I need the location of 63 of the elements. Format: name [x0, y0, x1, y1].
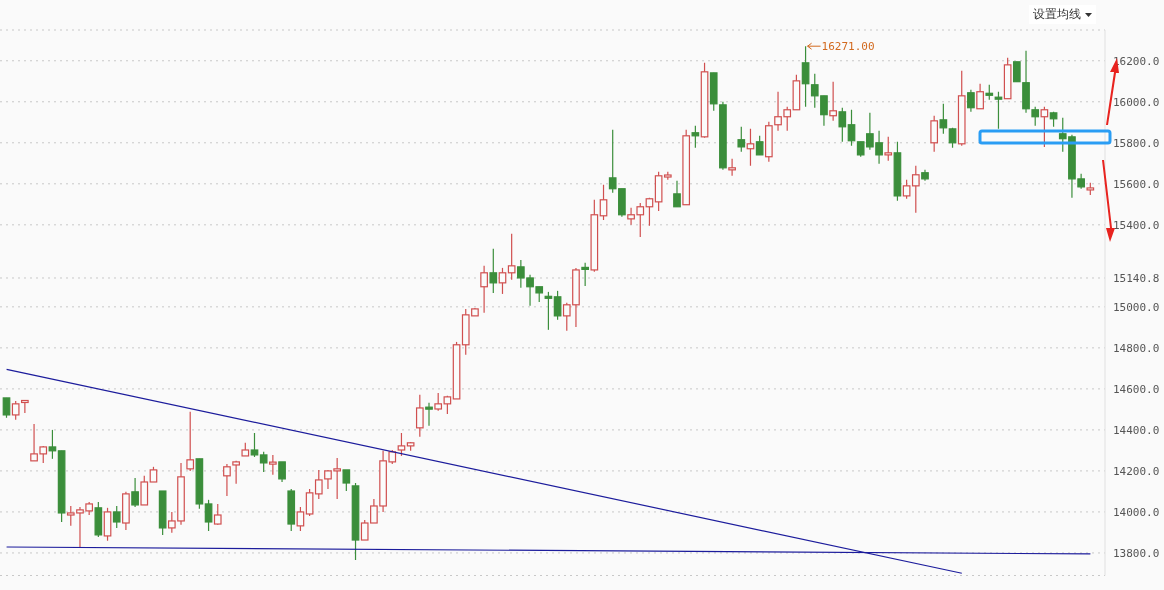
candlestick	[599, 184, 608, 221]
candlestick	[498, 267, 507, 295]
candlestick	[939, 103, 948, 135]
candlestick	[489, 248, 498, 294]
y-tick-label: 15400.0	[1113, 218, 1160, 232]
y-tick-label: 14400.0	[1113, 423, 1160, 437]
candlestick	[645, 197, 654, 227]
candlestick	[204, 499, 213, 532]
candlestick	[140, 475, 149, 506]
candlestick	[11, 400, 20, 421]
candlestick	[213, 503, 222, 526]
candlestick	[278, 461, 286, 483]
annotation: 16271.00	[821, 40, 875, 54]
candlestick	[930, 115, 939, 153]
candlestick	[967, 89, 975, 113]
candlestick	[838, 107, 847, 143]
candlestick	[397, 432, 406, 457]
candlestick	[801, 45, 810, 108]
candlestick	[21, 399, 29, 414]
candlestick	[691, 125, 700, 149]
candlestick	[737, 126, 746, 153]
candlestick	[755, 135, 764, 156]
candlestick	[507, 233, 516, 281]
candlestick	[48, 429, 57, 460]
candlestick	[829, 81, 837, 122]
candlestick	[976, 83, 984, 110]
candlestick	[1012, 61, 1021, 83]
candlestick	[884, 136, 893, 162]
candlestick	[415, 394, 424, 438]
candlestick	[342, 469, 351, 492]
candlestick	[259, 451, 268, 473]
candlestick	[223, 463, 231, 497]
candlestick	[131, 477, 139, 508]
y-tick-label: 14800.0	[1113, 341, 1160, 355]
y-tick-label: 14200.0	[1113, 464, 1160, 478]
candlestick	[250, 432, 259, 458]
candlestick	[847, 109, 856, 147]
y-tick-label: 15800.0	[1113, 136, 1160, 150]
y-tick-label: 13800.0	[1113, 546, 1160, 560]
candlestick	[673, 180, 681, 208]
y-tick-label: 14000.0	[1113, 505, 1160, 519]
candlestick	[1031, 106, 1040, 127]
candlestick	[269, 454, 277, 476]
text: 设置均线	[1033, 6, 1081, 23]
candlestick	[296, 506, 305, 532]
candlestick	[112, 505, 121, 529]
candlestick	[728, 158, 736, 177]
candlestick	[1040, 106, 1049, 148]
y-tick-label: 15140.8	[1113, 271, 1160, 285]
candlestick	[994, 91, 1003, 130]
candlestick	[103, 507, 112, 542]
y-tick-label: 14600.0	[1113, 382, 1160, 396]
y-tick-label: 15000.0	[1113, 300, 1160, 314]
candlestick	[2, 397, 11, 419]
candlestick	[581, 262, 589, 287]
y-tick-label: 15600.0	[1113, 177, 1160, 191]
candlestick	[544, 291, 553, 331]
candlestick	[186, 411, 195, 472]
candlestick	[746, 128, 755, 167]
candlestick	[553, 290, 562, 321]
candlestick	[480, 265, 488, 314]
y-tick-label: 16000.0	[1113, 95, 1160, 109]
candlestick	[425, 402, 433, 427]
